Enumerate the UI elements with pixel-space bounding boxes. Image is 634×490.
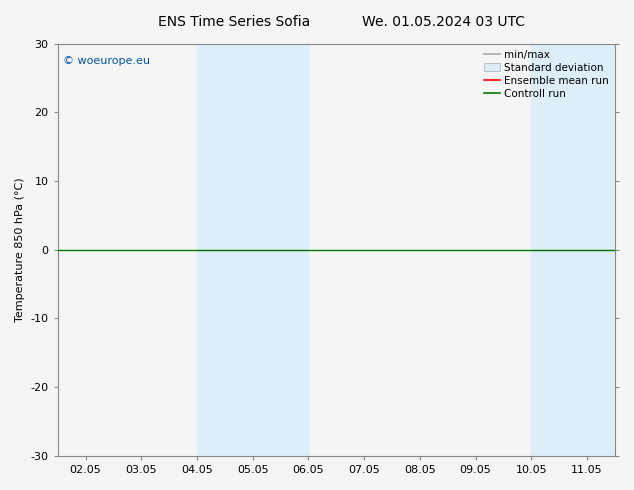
Text: ENS Time Series Sofia: ENS Time Series Sofia (158, 15, 311, 29)
Text: © woeurope.eu: © woeurope.eu (63, 56, 150, 66)
Legend: min/max, Standard deviation, Ensemble mean run, Controll run: min/max, Standard deviation, Ensemble me… (480, 46, 612, 103)
Bar (197, 44, 253, 456)
Bar (531, 44, 587, 456)
Bar (587, 44, 615, 456)
Y-axis label: Temperature 850 hPa (°C): Temperature 850 hPa (°C) (15, 177, 25, 322)
Text: We. 01.05.2024 03 UTC: We. 01.05.2024 03 UTC (362, 15, 526, 29)
Bar (253, 44, 308, 456)
